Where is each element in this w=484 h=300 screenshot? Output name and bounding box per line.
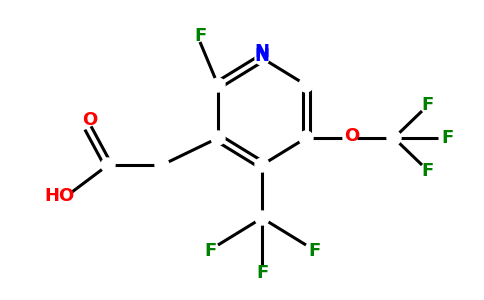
Circle shape bbox=[255, 51, 269, 65]
Circle shape bbox=[299, 131, 313, 145]
Circle shape bbox=[299, 78, 313, 92]
Circle shape bbox=[211, 78, 225, 92]
Circle shape bbox=[343, 131, 357, 145]
Circle shape bbox=[255, 211, 269, 225]
Circle shape bbox=[101, 158, 115, 172]
Text: N: N bbox=[255, 43, 270, 61]
Text: HO: HO bbox=[45, 187, 75, 205]
Text: O: O bbox=[345, 127, 360, 145]
Text: F: F bbox=[422, 96, 434, 114]
Circle shape bbox=[255, 158, 269, 172]
Text: O: O bbox=[82, 111, 98, 129]
Circle shape bbox=[387, 131, 401, 145]
Text: F: F bbox=[194, 27, 206, 45]
Text: F: F bbox=[442, 129, 454, 147]
Circle shape bbox=[211, 131, 225, 145]
Text: F: F bbox=[204, 242, 216, 260]
Text: F: F bbox=[308, 242, 320, 260]
Text: F: F bbox=[422, 162, 434, 180]
Text: F: F bbox=[256, 264, 268, 282]
Circle shape bbox=[155, 158, 169, 172]
Text: N: N bbox=[255, 47, 270, 65]
